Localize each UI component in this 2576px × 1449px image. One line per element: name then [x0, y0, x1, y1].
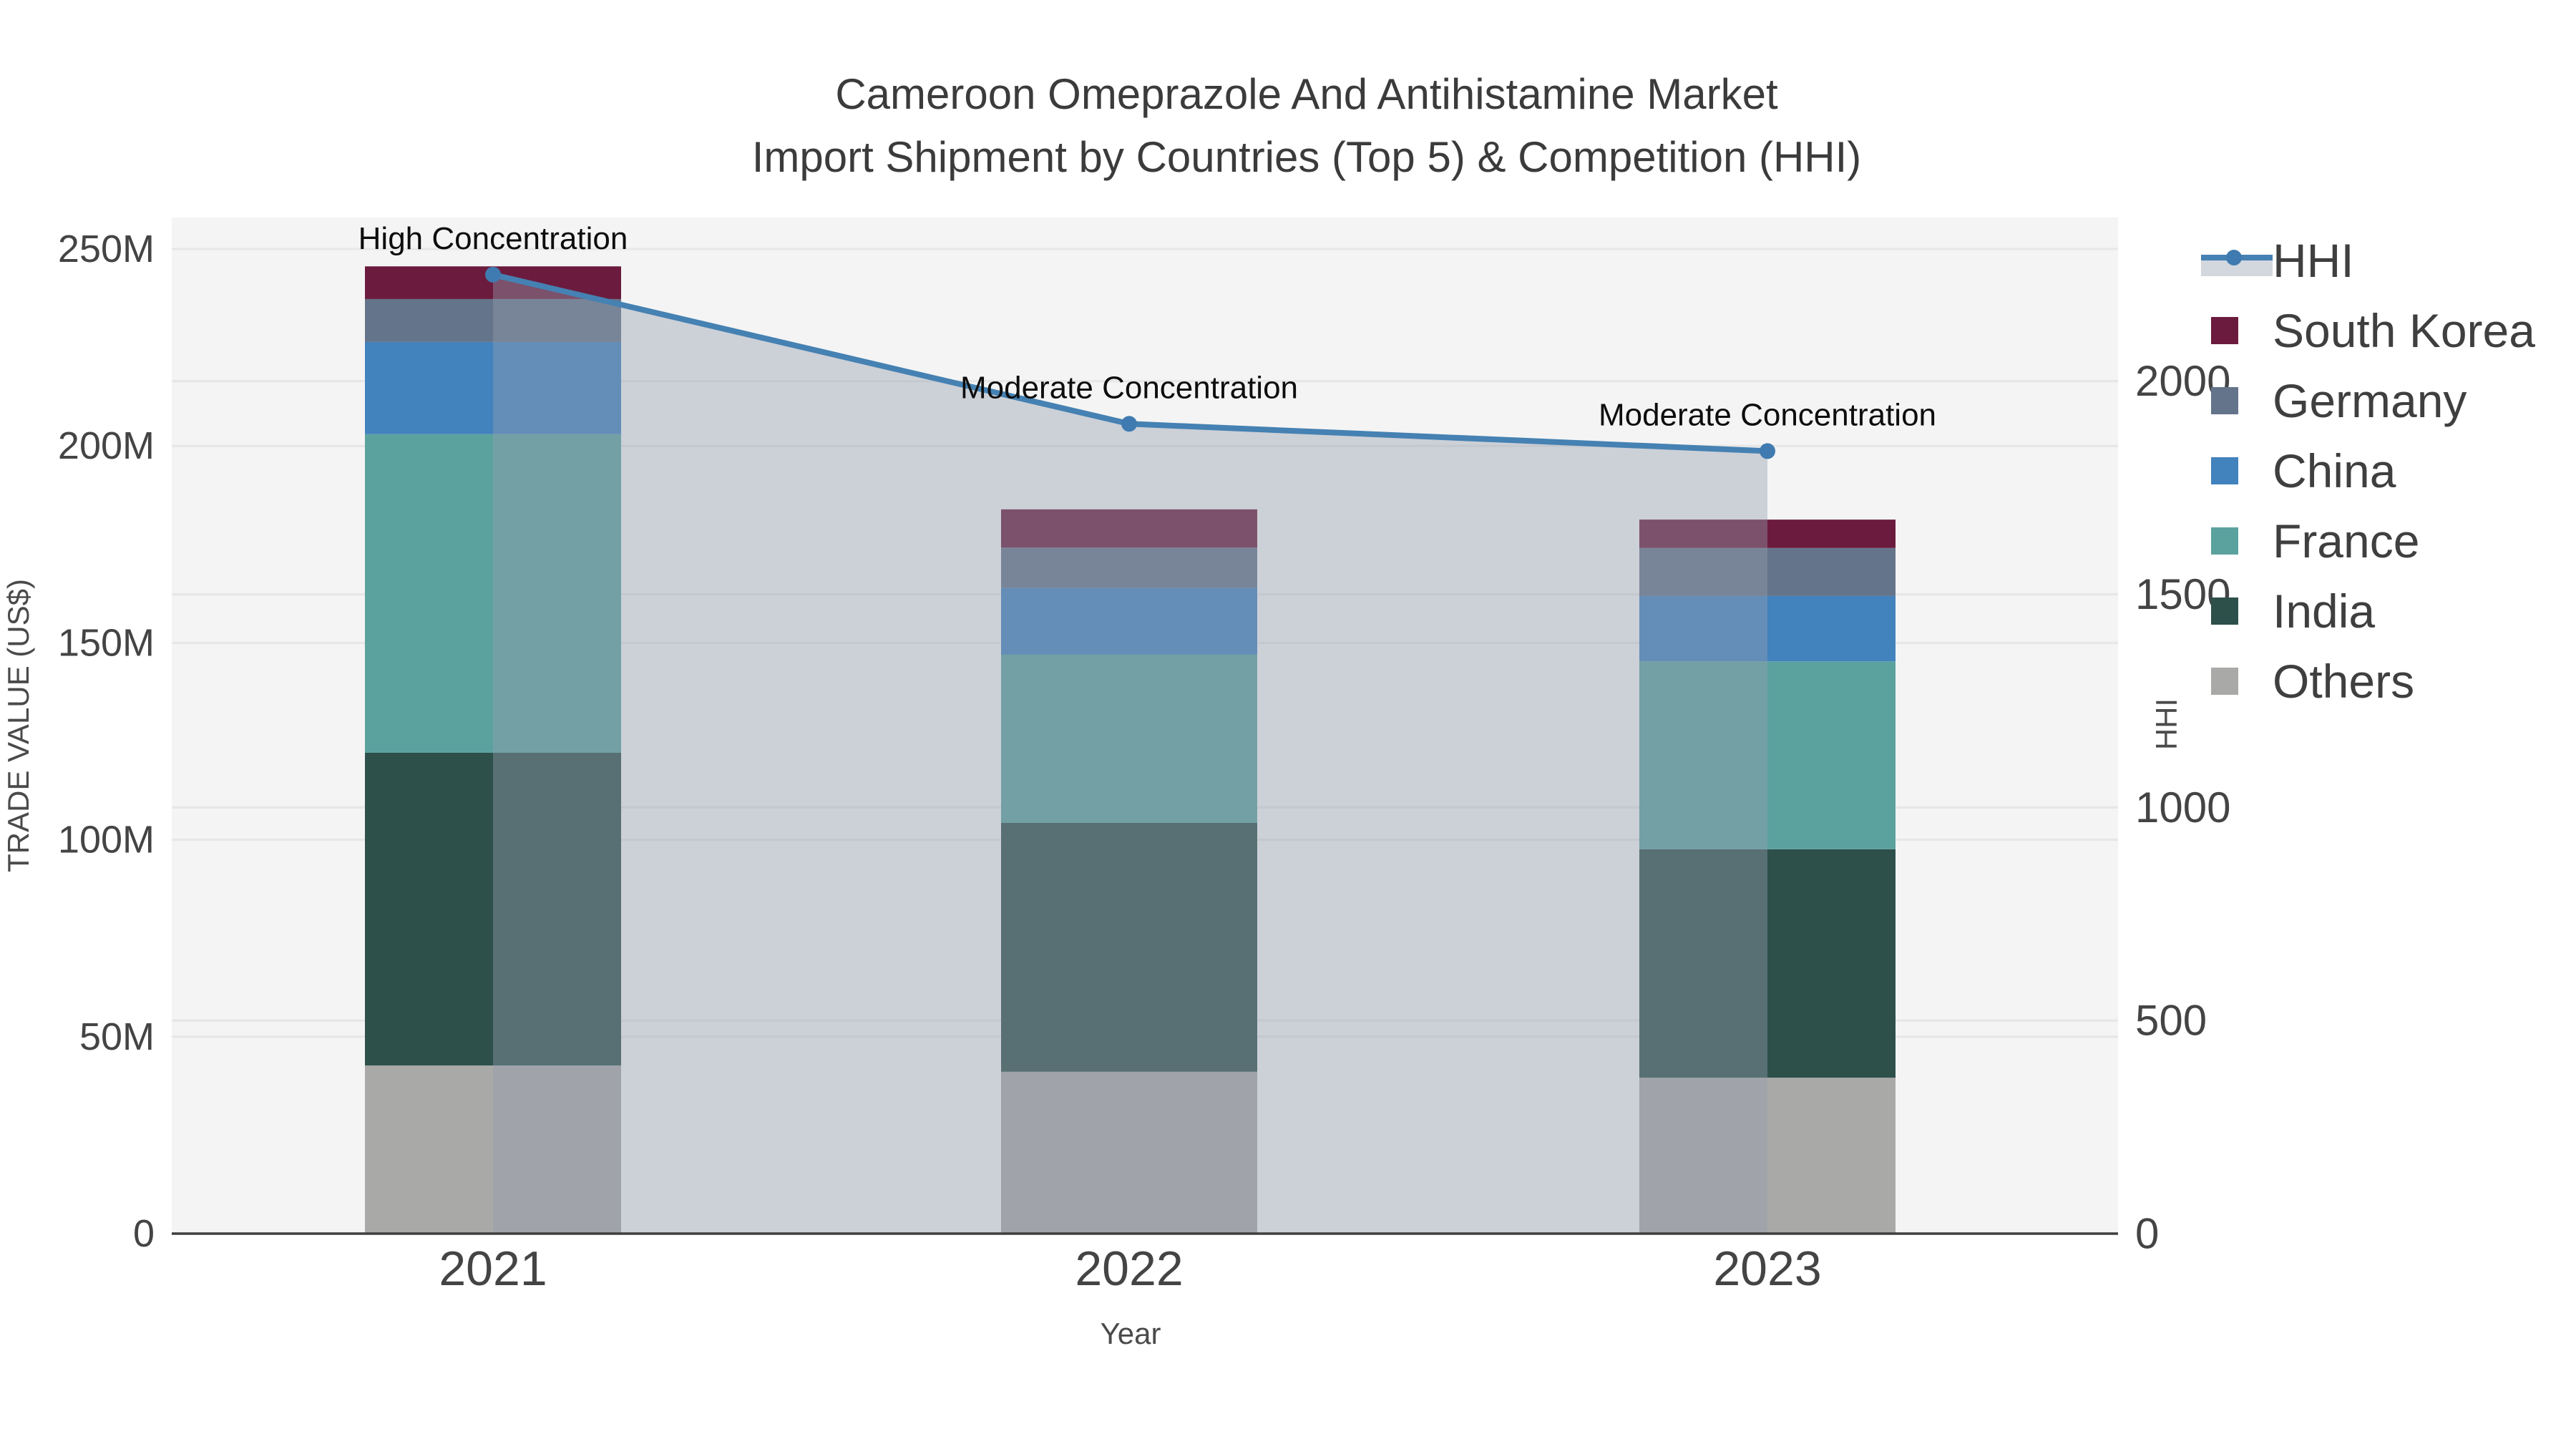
bar-segment-others-2023 [1639, 1078, 1896, 1234]
bar-segment-france-2023 [1639, 661, 1896, 849]
y-tick-left-100M: 100M [58, 819, 155, 862]
bar-segment-india-2021 [365, 752, 621, 1065]
bar-segment-india-2023 [1639, 849, 1896, 1078]
bar-segment-france-2021 [365, 434, 621, 753]
chart-title-line2: Import Shipment by Countries (Top 5) & C… [752, 133, 1862, 181]
x-tick-2023: 2023 [1713, 1241, 1821, 1296]
legend-label-others: Others [2273, 655, 2414, 708]
bar-segment-india-2022 [1001, 822, 1257, 1072]
legend-label-india: India [2273, 585, 2375, 638]
y-tick-left-0: 0 [133, 1212, 155, 1255]
bar-segment-south-korea-2022 [1001, 509, 1257, 548]
bar-segment-others-2022 [1001, 1071, 1257, 1234]
annotation-2023: Moderate Concentration [1599, 397, 1936, 432]
hhi-marker-2023 [1760, 443, 1775, 459]
y-tick-left-200M: 200M [58, 424, 155, 467]
legend: HHI South Korea Germany China France India Oth… [2201, 234, 2535, 708]
hhi-marker-2022 [1121, 416, 1137, 432]
bar-segment-germany-2022 [1001, 547, 1257, 588]
legend-swatch-others [2211, 668, 2238, 695]
hhi-marker-2021 [485, 266, 501, 283]
legend-item-india[interactable]: India [2211, 585, 2375, 638]
y-tick-right-1000: 1000 [2135, 784, 2230, 831]
y-tick-left-250M: 250M [58, 228, 155, 270]
x-tick-2022: 2022 [1075, 1241, 1183, 1296]
y-tick-left-150M: 150M [58, 621, 155, 664]
legend-label-germany: Germany [2273, 374, 2467, 427]
legend-swatch-germany [2211, 387, 2238, 414]
x-axis-title: Year [1101, 1317, 1161, 1350]
y-axis-title-left: TRADE VALUE (US$) [1, 579, 35, 872]
bar-segment-south-korea-2023 [1639, 519, 1896, 548]
y-axis-title-right: HHI [2150, 698, 2183, 750]
bar-segment-france-2022 [1001, 654, 1257, 823]
y-tick-left-50M: 50M [79, 1015, 155, 1058]
bar-segment-china-2023 [1639, 595, 1896, 662]
legend-item-germany[interactable]: Germany [2211, 374, 2467, 427]
legend-item-others[interactable]: Others [2211, 655, 2414, 708]
plot-area: High Concentration Moderate Concentration… [58, 218, 2230, 1296]
bar-segment-others-2021 [365, 1065, 621, 1234]
hhi-area-fill [493, 274, 1767, 1234]
chart-title-line1: Cameroon Omeprazole And Antihistamine Ma… [835, 70, 1778, 118]
legend-hhi-marker-sample [2226, 250, 2242, 265]
legend-swatch-france [2211, 527, 2238, 555]
legend-item-china[interactable]: China [2211, 444, 2396, 497]
annotation-2022: Moderate Concentration [960, 370, 1298, 405]
bar-segment-germany-2021 [365, 298, 621, 342]
legend-swatch-china [2211, 457, 2238, 484]
annotation-2021: High Concentration [358, 221, 628, 256]
y-tick-right-500: 500 [2135, 997, 2207, 1045]
legend-label-china: China [2273, 444, 2396, 497]
legend-swatch-india [2211, 597, 2238, 625]
legend-item-hhi[interactable]: HHI [2201, 234, 2354, 287]
legend-label-france: France [2273, 514, 2419, 567]
bar-segment-china-2022 [1001, 587, 1257, 655]
bar-segment-germany-2023 [1639, 547, 1896, 596]
bar-segment-china-2021 [365, 341, 621, 434]
x-tick-2021: 2021 [439, 1241, 547, 1296]
legend-label-hhi: HHI [2273, 234, 2354, 287]
legend-item-france[interactable]: France [2211, 514, 2419, 567]
legend-label-south-korea: South Korea [2273, 304, 2535, 357]
legend-swatch-south-korea [2211, 317, 2238, 344]
legend-item-south-korea[interactable]: South Korea [2211, 304, 2535, 357]
y-tick-right-0: 0 [2135, 1210, 2159, 1258]
